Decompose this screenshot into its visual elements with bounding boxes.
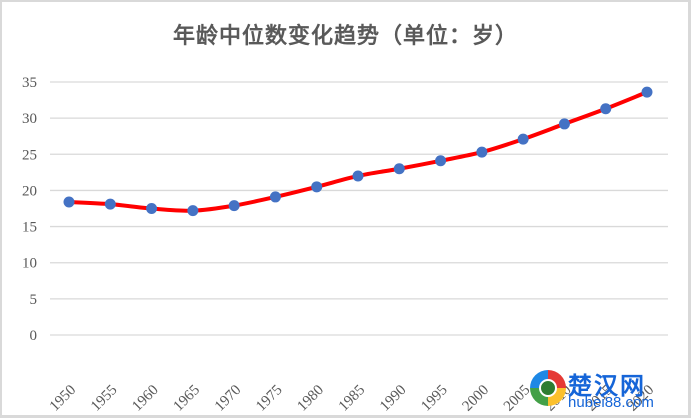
data-point-marker — [476, 146, 488, 158]
y-tick-label: 20 — [22, 183, 37, 199]
x-tick-label: 1990 — [377, 382, 410, 415]
data-point-marker — [517, 133, 529, 145]
y-tick-label: 15 — [22, 220, 37, 236]
watermark: 楚汉网 hubei88.com — [528, 366, 688, 414]
data-point-marker — [63, 196, 75, 208]
x-tick-label: 2000 — [460, 382, 493, 415]
x-tick-label: 1985 — [336, 382, 369, 415]
y-tick-label: 10 — [22, 256, 37, 272]
x-tick-label: 1980 — [294, 382, 327, 415]
x-tick-label: 1960 — [129, 382, 162, 415]
data-markers — [63, 86, 653, 217]
data-point-marker — [187, 205, 199, 217]
x-tick-label: 1955 — [88, 382, 121, 415]
data-point-marker — [435, 155, 447, 167]
watermark-url: hubei88.com — [568, 394, 654, 411]
data-point-marker — [352, 170, 364, 182]
data-point-marker — [146, 203, 158, 214]
y-tick-label: 35 — [22, 75, 37, 91]
x-tick-label: 1950 — [47, 382, 80, 415]
data-point-marker — [641, 86, 653, 98]
gridlines — [50, 81, 668, 336]
y-tick-label: 0 — [30, 328, 38, 344]
x-tick-label: 1965 — [171, 382, 204, 415]
x-tick-label: 1970 — [212, 382, 245, 415]
data-point-marker — [600, 103, 612, 115]
data-point-marker — [228, 200, 240, 212]
x-tick-label: 1995 — [418, 382, 451, 415]
data-point-marker — [393, 163, 405, 175]
data-point-marker — [269, 191, 281, 203]
globe-logo-icon — [530, 370, 566, 406]
y-axis-ticks: 0 5 10 15 20 25 30 35 — [22, 75, 37, 344]
median-age-line — [67, 90, 649, 213]
data-point-marker — [104, 198, 116, 210]
data-point-marker — [558, 118, 570, 130]
y-tick-label: 5 — [30, 292, 38, 308]
y-tick-label: 25 — [22, 147, 37, 163]
data-point-marker — [311, 181, 323, 193]
chart-title: 年龄中位数变化趋势（单位：岁） — [172, 23, 518, 49]
y-tick-label: 30 — [22, 111, 37, 127]
watermark-name: 楚汉网 — [568, 372, 646, 400]
x-tick-label: 1975 — [253, 382, 286, 415]
